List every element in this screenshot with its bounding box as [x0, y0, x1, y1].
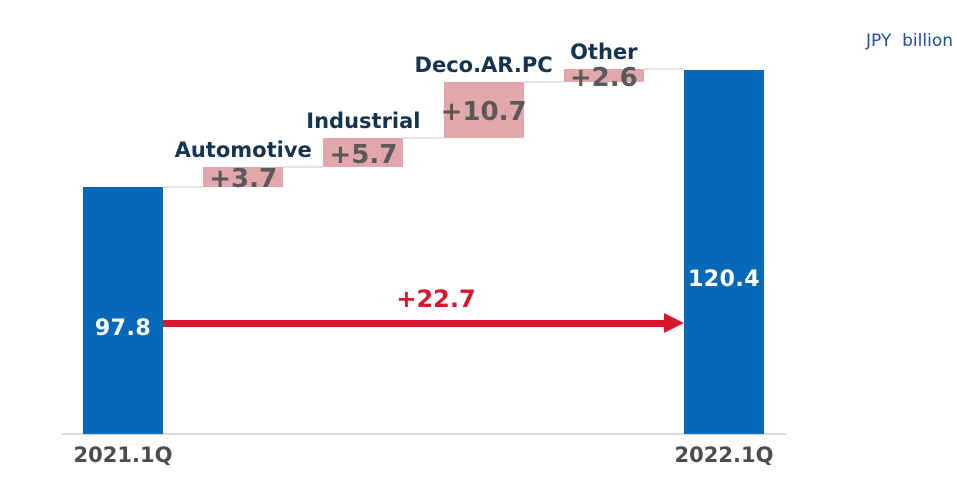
connector-3	[403, 136, 444, 139]
total-change-label: +22.7	[396, 285, 476, 313]
connector-2	[283, 166, 324, 169]
category-label-other: Other	[570, 40, 638, 65]
delta-bar-industrial	[323, 137, 404, 168]
delta-value-other: +2.6	[569, 62, 638, 93]
arrow-head-icon	[664, 312, 684, 333]
delta-value-automotive: +3.7	[209, 163, 278, 194]
connector-4	[523, 81, 564, 84]
connector-5	[643, 68, 684, 71]
category-label-deco-ar-pc: Deco.AR.PC	[414, 53, 553, 78]
delta-bar-deco-ar-pc	[443, 82, 524, 138]
delta-bar-automotive	[203, 167, 284, 187]
delta-value-industrial: +5.7	[329, 139, 398, 170]
end-bar-value: 120.4	[687, 266, 761, 292]
x-axis-line	[62, 433, 786, 435]
axis-label-2021-1q: 2021.1Q	[73, 443, 173, 467]
category-label-automotive: Automotive	[174, 138, 312, 163]
start-bar-value: 97.8	[94, 316, 152, 342]
total-change-arrow-shaft	[163, 319, 665, 327]
delta-bar-other	[563, 69, 644, 83]
category-label-industrial: Industrial	[306, 108, 421, 133]
end-bar	[684, 69, 764, 434]
start-bar	[83, 186, 163, 434]
axis-label-2022-1q: 2022.1Q	[674, 443, 774, 467]
connector-1	[163, 185, 204, 188]
delta-value-deco-ar-pc: +10.7	[440, 97, 527, 128]
unit-label: JPY billion	[866, 31, 953, 51]
